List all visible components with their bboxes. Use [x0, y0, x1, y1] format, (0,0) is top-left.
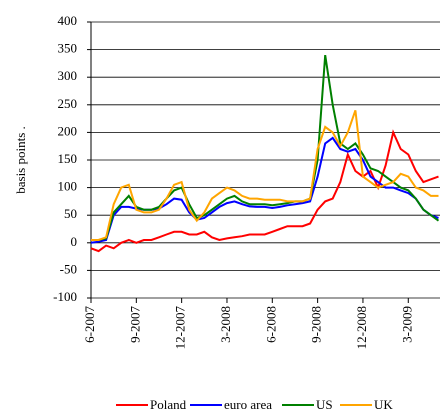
x-tick-label: 6-2008 [263, 306, 278, 343]
x-tick-label: 9-2008 [309, 306, 324, 343]
series-line [91, 109, 439, 241]
y-tick-label: 300 [58, 68, 78, 83]
x-tick-label: 6-2007 [82, 306, 97, 343]
x-tick-label: 3-2008 [218, 306, 233, 343]
y-tick-label: -50 [60, 261, 77, 276]
legend-label: US [316, 397, 333, 412]
y-tick-label: 400 [58, 13, 78, 28]
x-tick-label: 9-2007 [127, 306, 142, 343]
series-line [91, 54, 440, 241]
y-tick-label: 50 [64, 206, 77, 221]
y-tick-label: 150 [58, 151, 78, 166]
legend-label: euro area [224, 397, 272, 412]
y-axis-label: basis points . [13, 126, 28, 194]
y-tick-label: 0 [71, 234, 78, 249]
y-tick-label: 250 [58, 96, 78, 111]
y-tick-label: 100 [58, 179, 78, 194]
y-tick-label: 350 [58, 41, 78, 56]
y-tick-label: 200 [58, 123, 78, 138]
legend-label: UK [374, 397, 393, 412]
legend-label: Poland [150, 397, 187, 412]
x-tick-label: 3-2009 [399, 306, 414, 343]
series-line [90, 136, 439, 244]
x-tick-label: 12-2008 [354, 306, 369, 349]
series-line [90, 129, 439, 253]
x-tick-label: 12-2007 [173, 306, 188, 350]
y-tick-label: -100 [53, 289, 77, 304]
